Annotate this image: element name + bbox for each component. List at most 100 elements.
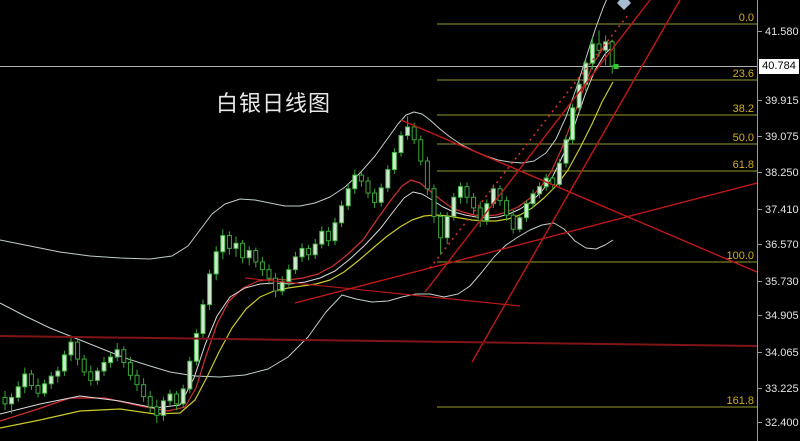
candle-down xyxy=(240,242,246,259)
price-axis-label: 34.905 xyxy=(758,310,799,322)
candle-down xyxy=(358,174,364,182)
current-price-label: 40.784 xyxy=(759,58,799,74)
candle-down xyxy=(35,385,41,394)
candle-down xyxy=(253,250,259,263)
chart-canvas[interactable]: 0.0 23.6 38.2 50.0 61.8 100.0 161.8 xyxy=(0,0,757,441)
candle-up xyxy=(187,360,193,390)
candle-down xyxy=(325,230,331,242)
cursor-diamond-icon xyxy=(617,0,631,10)
candle-up xyxy=(589,43,595,64)
ma-white xyxy=(0,45,614,415)
candle-up xyxy=(345,188,351,207)
candle-up xyxy=(523,203,529,219)
price-axis-label: 34.065 xyxy=(758,347,799,359)
axis-tick xyxy=(758,422,762,423)
candle-up xyxy=(200,304,206,335)
price-axis-label: 39.915 xyxy=(758,95,799,107)
candle-down xyxy=(418,139,424,162)
price-axis-label: 32.400 xyxy=(758,417,799,429)
bollinger-upper-band xyxy=(0,0,607,260)
candle-up xyxy=(108,356,114,364)
candle-up xyxy=(603,41,609,51)
candle-up xyxy=(352,174,358,190)
candle-up xyxy=(101,362,107,372)
candle-up xyxy=(61,354,67,372)
fib-label-100.0: 100.0 xyxy=(726,250,754,262)
axis-tick xyxy=(758,244,762,245)
fib-label-38.2: 38.2 xyxy=(733,103,754,115)
candle-up xyxy=(160,400,166,416)
candle-up xyxy=(398,135,404,154)
trendline-descending-from-peak xyxy=(400,119,757,273)
fib-label-61.8: 61.8 xyxy=(733,159,754,171)
current-price-marker xyxy=(613,64,619,69)
trendline-ascending-steep-2 xyxy=(471,0,681,363)
candle-up xyxy=(312,243,318,256)
candle-down xyxy=(411,126,417,141)
price-axis-label: 38.250 xyxy=(758,167,799,179)
fib-label-23.6: 23.6 xyxy=(733,68,754,80)
axis-tick xyxy=(758,136,762,137)
candle-down xyxy=(147,396,153,408)
price-axis-label: 33.225 xyxy=(758,383,799,395)
axis-tick xyxy=(758,388,762,389)
candle-up xyxy=(332,222,338,242)
ma-yellow xyxy=(0,81,614,429)
candle-up xyxy=(563,139,569,164)
candle-up xyxy=(576,83,582,109)
axis-tick xyxy=(758,172,762,173)
candle-down xyxy=(306,247,312,256)
candle-up xyxy=(220,235,226,253)
candle-down xyxy=(121,349,127,364)
candle-down xyxy=(88,371,94,381)
candle-down xyxy=(259,261,265,271)
price-axis-label: 41.580 xyxy=(758,26,799,38)
price-axis-label: 35.730 xyxy=(758,276,799,288)
candle-down xyxy=(154,406,160,416)
candle-up xyxy=(55,370,61,377)
candle-up xyxy=(556,162,562,185)
candle-up xyxy=(391,152,397,171)
candle-up xyxy=(279,281,285,292)
candle-down xyxy=(365,180,371,194)
axis-tick xyxy=(758,31,762,32)
candle-down xyxy=(75,341,81,360)
candle-down xyxy=(596,43,602,51)
candle-down xyxy=(510,214,516,230)
candle-up xyxy=(246,250,252,259)
price-axis-label: 37.410 xyxy=(758,204,799,216)
candle-up xyxy=(9,396,15,405)
candle-up xyxy=(299,247,305,258)
fib-label-0.0: 0.0 xyxy=(739,12,754,24)
trendline-ascending-steep-1 xyxy=(424,0,651,293)
candle-up xyxy=(378,187,384,203)
trendline-ascending-shallow xyxy=(294,182,757,304)
candle-down xyxy=(372,192,378,203)
price-axis-label: 39.075 xyxy=(758,131,799,143)
candle-up xyxy=(68,341,74,356)
candle-up xyxy=(42,383,48,394)
trendline-descending-short xyxy=(244,277,521,307)
candle-down xyxy=(2,396,8,405)
candle-up xyxy=(385,169,391,189)
candle-up xyxy=(292,256,298,271)
price-axis[interactable]: 40.784 41.580 39.915 39.075 38.250 37.410 36.… xyxy=(757,0,800,441)
candle-up xyxy=(207,273,213,306)
candle-up xyxy=(213,251,219,275)
candle-down xyxy=(127,362,133,376)
candle-up xyxy=(517,217,523,230)
candle-up xyxy=(319,230,325,245)
candle-up xyxy=(233,242,239,249)
candle-down xyxy=(424,160,430,190)
support-line-horizontal xyxy=(0,335,757,347)
candle-down xyxy=(174,393,180,405)
candle-up xyxy=(570,107,576,141)
candle-down xyxy=(504,200,510,216)
candle-down xyxy=(226,235,232,249)
candle-down xyxy=(609,41,615,67)
candle-up xyxy=(537,186,543,195)
axis-tick xyxy=(758,315,762,316)
candle-down xyxy=(273,277,279,292)
price-axis-label: 36.570 xyxy=(758,239,799,251)
